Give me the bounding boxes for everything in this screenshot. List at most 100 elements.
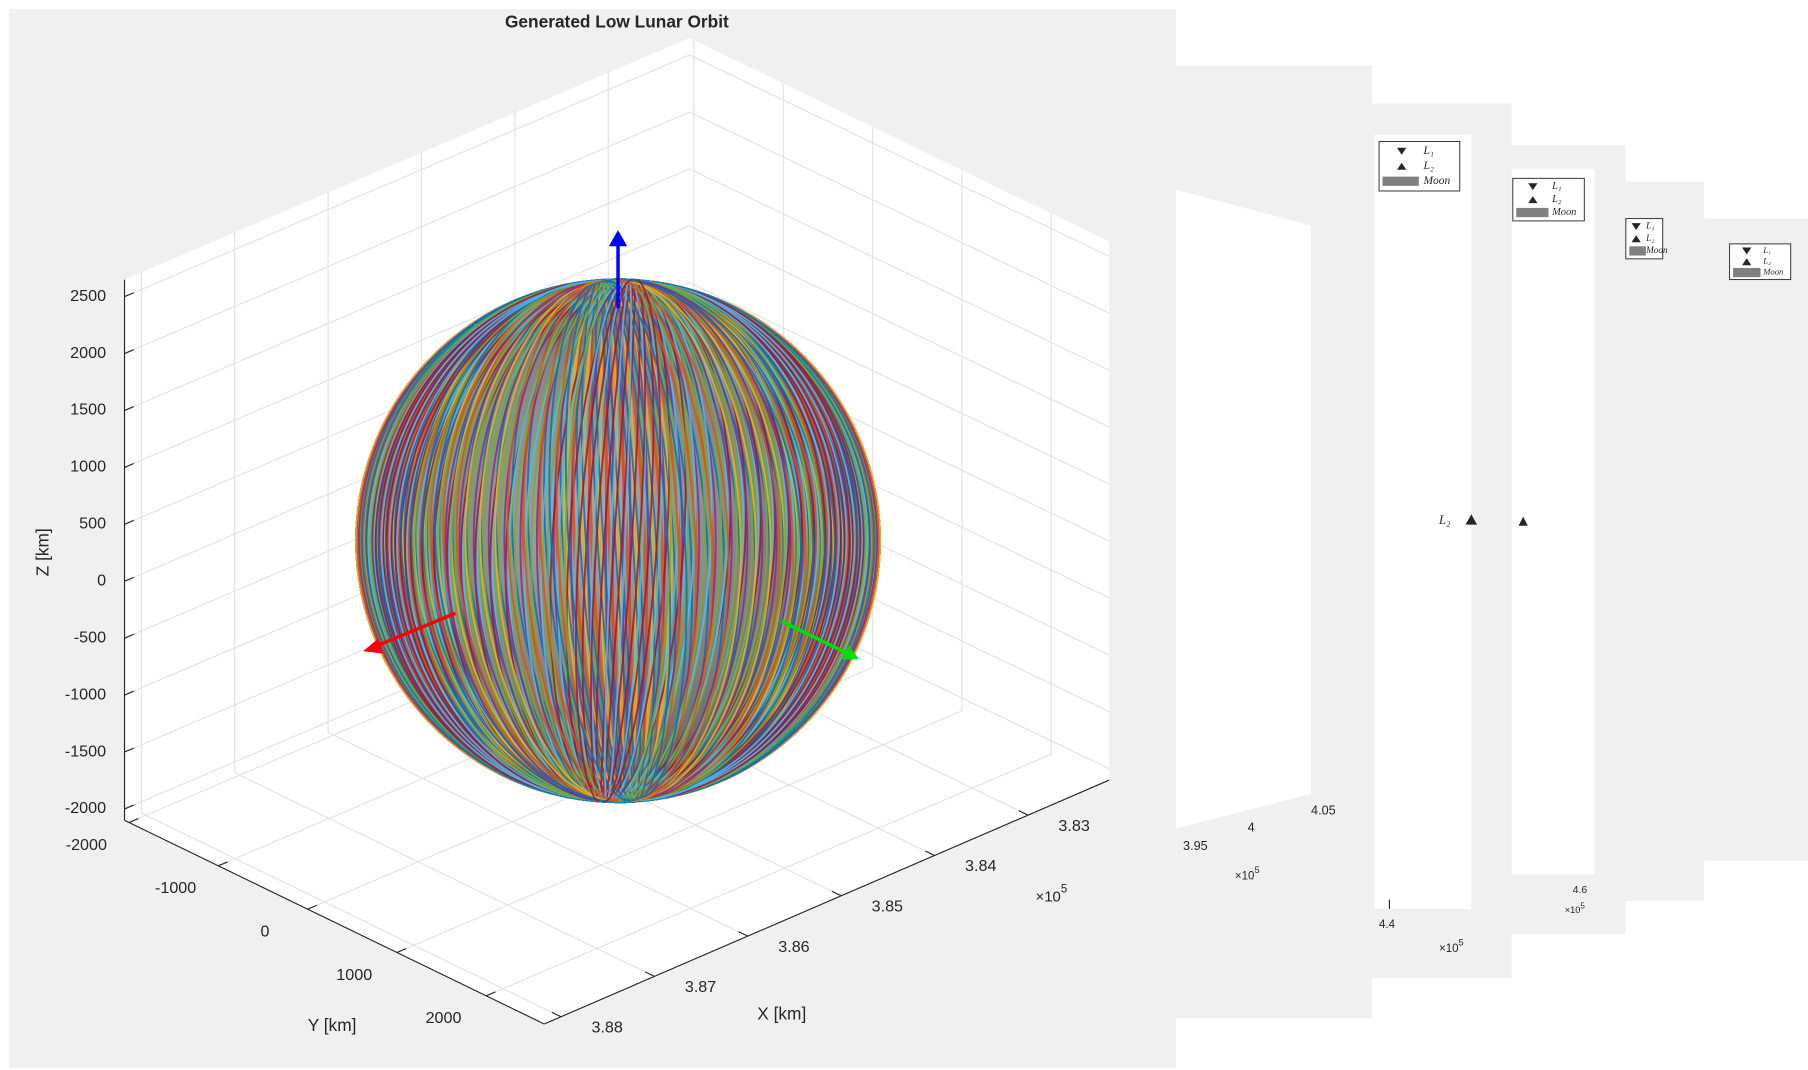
window-5 [1704, 218, 1808, 861]
orbit-track [552, 278, 684, 804]
point-label: L₂ [1438, 513, 1451, 527]
tick-mark [738, 931, 749, 937]
tick-label: 4 [1248, 821, 1255, 835]
x-tick-label: 3.88 [591, 1019, 622, 1037]
exponent-power: 5 [1580, 902, 1585, 911]
tick-mark [396, 948, 407, 954]
z-tick-label: -500 [74, 628, 106, 646]
tick-mark [124, 633, 134, 639]
z-tick-label: 0 [97, 572, 106, 590]
y-axis-line [124, 819, 545, 1025]
legend-marker [1528, 196, 1538, 204]
y-arrow [781, 619, 849, 656]
y-arrowhead [841, 645, 860, 660]
z-tick-label: 2500 [70, 287, 106, 305]
orbit-track [587, 278, 649, 804]
x-arrow [374, 611, 457, 649]
legend-label: L₂ [1645, 233, 1654, 243]
tick-mark [925, 850, 935, 856]
orbit-track [458, 278, 778, 804]
x-axis-line [544, 779, 1110, 1025]
y-tick-label: 0 [260, 922, 269, 940]
orbit-track [472, 278, 764, 804]
grid-line [124, 54, 1110, 298]
z-tick-label: -2000 [65, 799, 106, 817]
x-tick-label: 3.87 [685, 978, 716, 996]
z-tick-label: 1000 [70, 458, 106, 476]
exponent-base: ×10 [1439, 943, 1459, 955]
grid-line [124, 168, 1110, 412]
axes-1 [1176, 189, 1312, 829]
legend-swatch [1733, 267, 1761, 278]
exponent-power: 5 [1254, 865, 1259, 875]
tick-mark [218, 861, 228, 867]
y-tick-label: -1000 [155, 879, 196, 897]
legend-marker [1742, 258, 1752, 266]
legend-marker [1631, 235, 1641, 243]
exponent: ×105 [1439, 938, 1464, 955]
z-tick-label: -1000 [65, 685, 106, 703]
tick-mark [124, 576, 134, 582]
z-tick-label: 500 [79, 515, 106, 533]
tick-mark [124, 804, 134, 810]
orbit-track [360, 278, 876, 804]
grid-line [124, 225, 1110, 468]
tick-mark [124, 406, 134, 412]
orbit-track [487, 278, 749, 804]
grid-line [124, 282, 1110, 525]
x-tick-label: 3.83 [1058, 817, 1089, 835]
tick-mark [644, 971, 655, 977]
tick-label: 4.05 [1311, 803, 1336, 817]
tick-mark [1018, 810, 1029, 816]
grid-line [307, 126, 874, 910]
l2-marker [1465, 514, 1478, 525]
y-axis-label: Y [km] [308, 1015, 357, 1035]
tick-mark [551, 1011, 562, 1018]
grid-line [140, 272, 562, 1018]
x-axis-label: X [km] [757, 1003, 806, 1023]
y-tick-label: 1000 [336, 966, 372, 984]
legend-label: Moon [1422, 175, 1450, 187]
tick-mark [124, 462, 134, 468]
legend-marker [1397, 162, 1407, 170]
orbit-track [503, 278, 733, 804]
grid-line [124, 111, 1110, 355]
legend-marker [1397, 147, 1407, 155]
legend-label: L₁ [1645, 221, 1654, 231]
exponent-power: 5 [1459, 938, 1464, 948]
tick-mark [485, 991, 496, 997]
tick-label: 3.95 [1183, 839, 1208, 853]
x-arrowhead [363, 638, 383, 654]
grid-line [396, 170, 963, 954]
legend-label: L₂ [1762, 256, 1771, 266]
legend-swatch [1629, 246, 1646, 256]
legend-label: L₁ [1762, 245, 1771, 255]
legend-label: Moon [1762, 267, 1783, 277]
grid-line [234, 232, 655, 977]
x-exponent-power: 5 [1061, 883, 1067, 895]
orbit-track [444, 278, 792, 804]
tick-mark [124, 292, 134, 298]
legend-marker [1631, 223, 1641, 230]
tick-mark [124, 690, 134, 696]
x-tick-label: 3.85 [872, 898, 903, 916]
orbit-track [535, 278, 701, 804]
legend-swatch [1516, 207, 1549, 218]
axes-2 [1374, 134, 1472, 909]
l2-marker [1518, 516, 1528, 526]
orbit-track [611, 278, 625, 804]
exponent: ×105 [1565, 902, 1586, 916]
grid-line [327, 191, 749, 937]
z-axis-label: Z [km] [32, 528, 52, 576]
legend-label: L₁ [1422, 145, 1433, 157]
x-exponent: ×105 [1035, 883, 1067, 905]
axis-lines [123, 279, 1110, 1025]
orbit-track [519, 278, 717, 804]
z-arrowhead [608, 230, 628, 247]
y-tick-label: 2000 [426, 1009, 462, 1027]
z-tick-label: 1500 [70, 401, 106, 419]
legend-label: Moon [1645, 245, 1668, 255]
back-window-content: 3.95 4 4.05 ×105 4.4 ×105 L₂ 4.6 ×105 [1183, 513, 1587, 955]
